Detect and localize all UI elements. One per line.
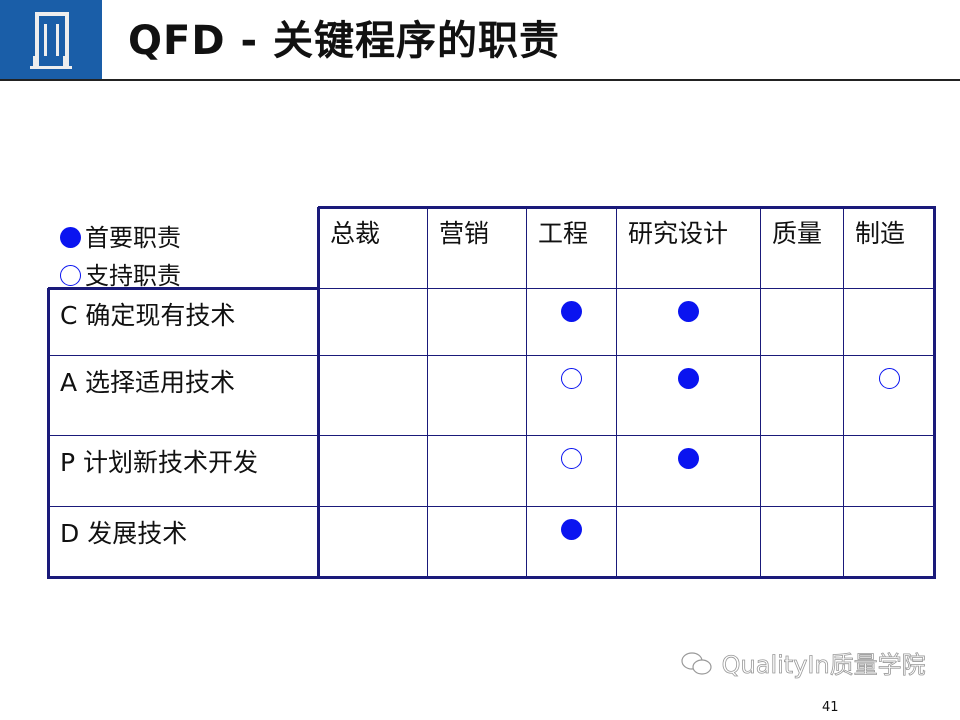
column-header: 工程	[538, 219, 589, 248]
primary-responsibility-icon	[561, 519, 582, 540]
hollow-circle-icon	[60, 265, 81, 286]
primary-responsibility-icon	[678, 301, 699, 322]
legend-primary: 首要职责	[60, 218, 181, 253]
support-responsibility-icon	[561, 448, 582, 469]
table-gridline	[47, 288, 50, 579]
table-gridline	[526, 207, 527, 579]
table-gridline	[318, 206, 936, 209]
primary-responsibility-icon	[561, 301, 582, 322]
title-divider	[0, 79, 960, 81]
table-gridline	[843, 207, 844, 579]
table-gridline	[317, 207, 320, 579]
row-label: A 选择适用技术	[60, 368, 236, 397]
column-header: 制造	[855, 219, 906, 248]
page-number: 41	[822, 700, 839, 715]
table-gridline	[933, 207, 936, 579]
column-header: 营销	[439, 219, 490, 248]
logo	[0, 0, 102, 80]
watermark: QualityIn质量学院	[680, 650, 926, 680]
table-gridline	[318, 288, 934, 289]
row-label: P 计划新技术开发	[60, 448, 259, 477]
primary-responsibility-icon	[678, 448, 699, 469]
column-header: 总裁	[330, 219, 381, 248]
table-border	[48, 287, 320, 290]
table-gridline	[760, 207, 761, 579]
row-label: C 确定现有技术	[60, 301, 236, 330]
row-label: D 发展技术	[60, 519, 188, 548]
building-logo-icon	[30, 12, 72, 69]
watermark-text: QualityIn质量学院	[721, 651, 926, 680]
filled-circle-icon	[60, 227, 81, 248]
table-gridline	[48, 355, 936, 356]
column-header: 研究设计	[628, 219, 729, 248]
table-gridline	[48, 506, 936, 507]
primary-responsibility-icon	[678, 368, 699, 389]
table-gridline	[616, 207, 617, 579]
legend-label: 首要职责	[85, 224, 181, 252]
table-gridline	[427, 207, 428, 579]
support-responsibility-icon	[561, 368, 582, 389]
column-header: 质量	[772, 219, 823, 248]
wechat-icon	[681, 652, 712, 675]
support-responsibility-icon	[878, 368, 900, 389]
legend-label: 支持职责	[85, 262, 181, 290]
page-title: QFD - 关键程序的职责	[128, 18, 560, 64]
legend-support: 支持职责	[60, 256, 181, 291]
table-gridline	[48, 435, 936, 436]
table-gridline	[48, 576, 936, 579]
